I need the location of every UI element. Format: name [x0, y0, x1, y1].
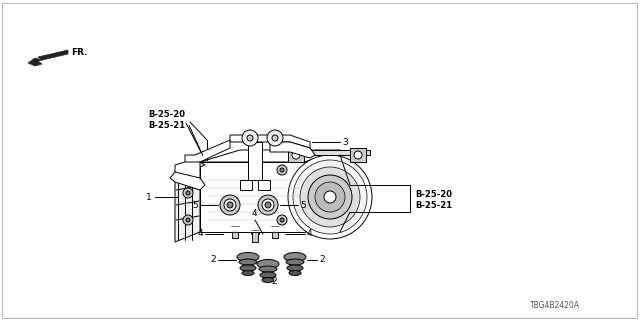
Circle shape	[186, 218, 190, 222]
Text: 3: 3	[342, 138, 348, 147]
Bar	[232, 228, 238, 238]
Polygon shape	[175, 162, 205, 175]
Circle shape	[183, 215, 193, 225]
Ellipse shape	[260, 272, 276, 278]
Ellipse shape	[286, 259, 304, 265]
Polygon shape	[248, 142, 262, 180]
Bar	[215, 180, 220, 185]
FancyBboxPatch shape	[271, 221, 279, 230]
Text: 4: 4	[307, 229, 312, 238]
Text: 4: 4	[197, 229, 203, 238]
Circle shape	[277, 215, 287, 225]
Ellipse shape	[240, 265, 256, 271]
Circle shape	[293, 160, 367, 234]
Text: 2: 2	[319, 255, 324, 265]
Bar	[235, 180, 240, 185]
Polygon shape	[175, 162, 200, 180]
Circle shape	[224, 199, 236, 211]
Circle shape	[258, 195, 278, 215]
Circle shape	[183, 188, 193, 198]
Polygon shape	[230, 135, 310, 148]
Polygon shape	[270, 142, 315, 158]
FancyBboxPatch shape	[251, 225, 259, 234]
Bar	[235, 210, 240, 215]
Circle shape	[267, 130, 283, 146]
Circle shape	[300, 167, 360, 227]
Polygon shape	[170, 172, 205, 190]
Circle shape	[247, 135, 253, 141]
Circle shape	[262, 199, 274, 211]
Polygon shape	[258, 180, 270, 190]
Text: 5: 5	[192, 201, 198, 210]
Bar	[225, 195, 230, 200]
Polygon shape	[200, 162, 305, 232]
Ellipse shape	[237, 252, 259, 261]
Ellipse shape	[289, 270, 301, 276]
Text: FR.: FR.	[71, 47, 88, 57]
Polygon shape	[240, 180, 252, 190]
Text: 2: 2	[271, 277, 276, 286]
Circle shape	[292, 151, 300, 159]
Circle shape	[186, 191, 190, 195]
Bar	[272, 228, 278, 238]
Circle shape	[242, 130, 258, 146]
Circle shape	[277, 165, 287, 175]
Ellipse shape	[239, 259, 257, 265]
Text: TBG4B2420A: TBG4B2420A	[530, 301, 580, 310]
Circle shape	[308, 175, 352, 219]
Ellipse shape	[242, 270, 254, 276]
FancyBboxPatch shape	[231, 221, 239, 230]
Text: B-25-20
B-25-21: B-25-20 B-25-21	[415, 190, 452, 210]
Bar	[245, 210, 250, 215]
Ellipse shape	[259, 266, 277, 272]
Bar	[255, 195, 260, 200]
Text: 1: 1	[147, 193, 152, 202]
Circle shape	[288, 155, 372, 239]
Polygon shape	[185, 140, 230, 165]
Ellipse shape	[284, 252, 306, 261]
Circle shape	[227, 202, 233, 208]
Polygon shape	[350, 148, 366, 162]
Bar	[215, 195, 220, 200]
Ellipse shape	[287, 265, 303, 271]
Circle shape	[324, 191, 336, 203]
Polygon shape	[290, 150, 370, 155]
Polygon shape	[200, 150, 340, 162]
Bar	[225, 210, 230, 215]
Circle shape	[265, 202, 271, 208]
Circle shape	[354, 151, 362, 159]
Circle shape	[315, 182, 345, 212]
Circle shape	[280, 218, 284, 222]
Circle shape	[220, 195, 240, 215]
Text: B-25-20
B-25-21: B-25-20 B-25-21	[148, 110, 185, 130]
Circle shape	[280, 168, 284, 172]
Polygon shape	[305, 150, 340, 232]
Ellipse shape	[262, 277, 274, 283]
Polygon shape	[175, 162, 200, 242]
Text: 2: 2	[211, 255, 216, 265]
Bar	[252, 232, 258, 242]
Ellipse shape	[257, 260, 279, 268]
Text: 5: 5	[300, 201, 306, 210]
Text: 4: 4	[251, 209, 257, 218]
Circle shape	[272, 135, 278, 141]
Polygon shape	[288, 148, 304, 162]
Bar	[215, 210, 220, 215]
Polygon shape	[28, 50, 68, 66]
